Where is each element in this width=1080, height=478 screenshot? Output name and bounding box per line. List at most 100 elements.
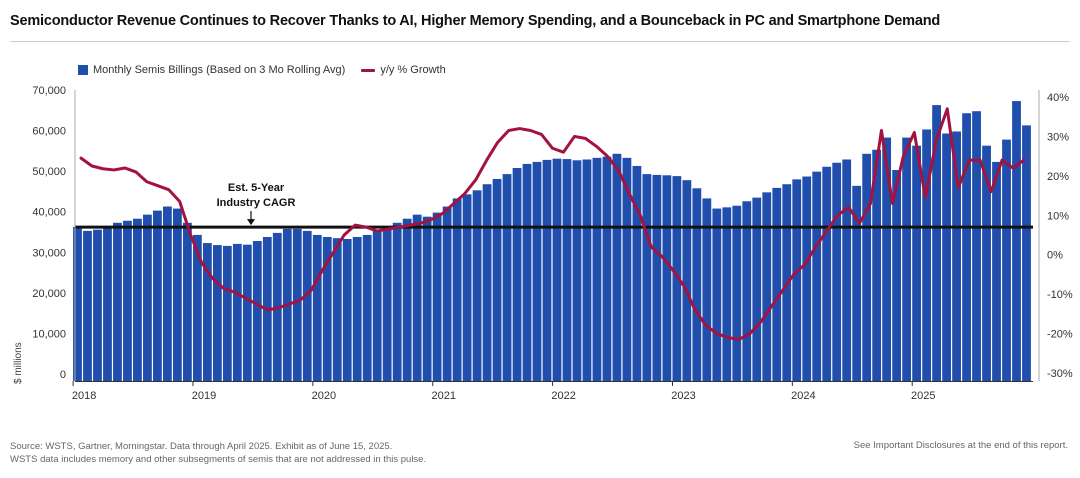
bar	[1002, 139, 1011, 381]
axes	[74, 90, 1040, 382]
bar	[662, 175, 672, 381]
cagr-annotation-line2: Industry CAGR	[217, 197, 296, 209]
left-tick-labels: 0 10,000 20,000 30,000 40,000 50,000 60,000 70,…	[32, 85, 66, 381]
bar	[922, 129, 931, 381]
bar	[522, 163, 532, 381]
bar	[93, 229, 102, 381]
bar	[722, 207, 732, 381]
left-tick-label: 10,000	[32, 328, 66, 340]
bar	[73, 226, 82, 381]
bar	[143, 214, 152, 381]
bar	[772, 187, 782, 381]
bar	[932, 105, 941, 382]
bar	[452, 198, 462, 381]
bar	[982, 145, 991, 381]
bar	[123, 220, 132, 381]
bar	[592, 157, 602, 381]
bar	[182, 222, 192, 381]
bar	[312, 234, 322, 381]
right-tick-label: -30%	[1047, 368, 1073, 380]
bar	[332, 238, 342, 381]
bar	[942, 133, 951, 381]
x-tick-label: 2019	[192, 390, 216, 402]
bar	[512, 168, 522, 381]
x-tick-label: 2021	[431, 390, 455, 402]
growth-line	[79, 107, 1026, 341]
y-axis-label: $ millions	[13, 342, 24, 384]
title-divider	[10, 41, 1070, 42]
bar	[113, 222, 122, 381]
bar	[232, 243, 242, 381]
legend-label-growth: y/y % Growth	[380, 64, 446, 76]
disclosure-note: See Important Disclosures at the end of …	[853, 440, 1068, 451]
right-tick-label: 0%	[1047, 250, 1063, 262]
cagr-annotation-arrowhead	[247, 219, 255, 226]
bar	[852, 185, 862, 381]
bar	[622, 157, 632, 381]
bar	[632, 165, 642, 381]
bar	[582, 159, 592, 381]
x-tick-label: 2025	[911, 390, 935, 402]
bar	[952, 131, 961, 381]
bar	[762, 192, 772, 381]
bar	[562, 159, 572, 381]
bar	[422, 216, 432, 381]
bar	[752, 197, 762, 381]
bar	[362, 234, 372, 381]
bar	[832, 162, 842, 381]
legend: Monthly Semis Billings (Based on 3 Mo Ro…	[78, 64, 446, 76]
legend-line-swatch	[361, 68, 376, 72]
bar	[163, 206, 172, 381]
bar	[1012, 101, 1021, 381]
right-tick-label: 10%	[1047, 210, 1069, 222]
right-tick-label: -10%	[1047, 289, 1073, 301]
bar	[212, 245, 222, 381]
bar	[822, 166, 832, 381]
bar	[192, 234, 202, 381]
x-tick-label: 2018	[72, 390, 96, 402]
bar	[902, 137, 912, 381]
bar	[712, 208, 722, 381]
bar	[252, 241, 262, 381]
bar	[552, 158, 562, 381]
right-tick-label: -20%	[1047, 329, 1073, 341]
bar	[412, 214, 422, 381]
bar	[83, 230, 92, 381]
bar	[442, 206, 452, 381]
bar	[482, 184, 492, 381]
bar	[812, 171, 822, 381]
legend-bar-swatch	[78, 65, 88, 75]
bar	[912, 145, 922, 381]
bar	[962, 113, 971, 381]
left-tick-label: 40,000	[32, 207, 66, 219]
bar	[292, 228, 302, 381]
bar	[992, 161, 1001, 381]
x-tick-label: 2023	[671, 390, 695, 402]
bar	[472, 190, 482, 381]
bar	[602, 156, 612, 381]
x-tick-label: 2022	[551, 390, 575, 402]
bar	[382, 226, 392, 381]
bar	[492, 178, 502, 381]
bar	[692, 188, 702, 381]
cagr-annotation-line1: Est. 5-Year	[228, 182, 285, 194]
bar	[352, 236, 362, 381]
bar	[972, 111, 981, 381]
right-tick-label: 30%	[1047, 131, 1069, 143]
x-tick-label: 2020	[312, 390, 336, 402]
left-tick-label: 20,000	[32, 288, 66, 300]
left-tick-label: 50,000	[32, 166, 66, 178]
source-line-2: WSTS data includes memory and other subs…	[10, 454, 427, 465]
bar	[682, 180, 692, 381]
legend-label-billings: Monthly Semis Billings (Based on 3 Mo Ro…	[93, 64, 346, 76]
right-tick-label: 20%	[1047, 171, 1069, 183]
bar	[742, 201, 752, 381]
bar-series	[73, 101, 1031, 382]
bar	[202, 243, 212, 381]
bar	[882, 137, 892, 381]
bar	[732, 205, 742, 381]
bar	[702, 198, 712, 381]
bar	[302, 230, 312, 381]
right-tick-labels: -30% -20% -10% 0% 10% 20% 30% 40%	[1047, 92, 1073, 380]
